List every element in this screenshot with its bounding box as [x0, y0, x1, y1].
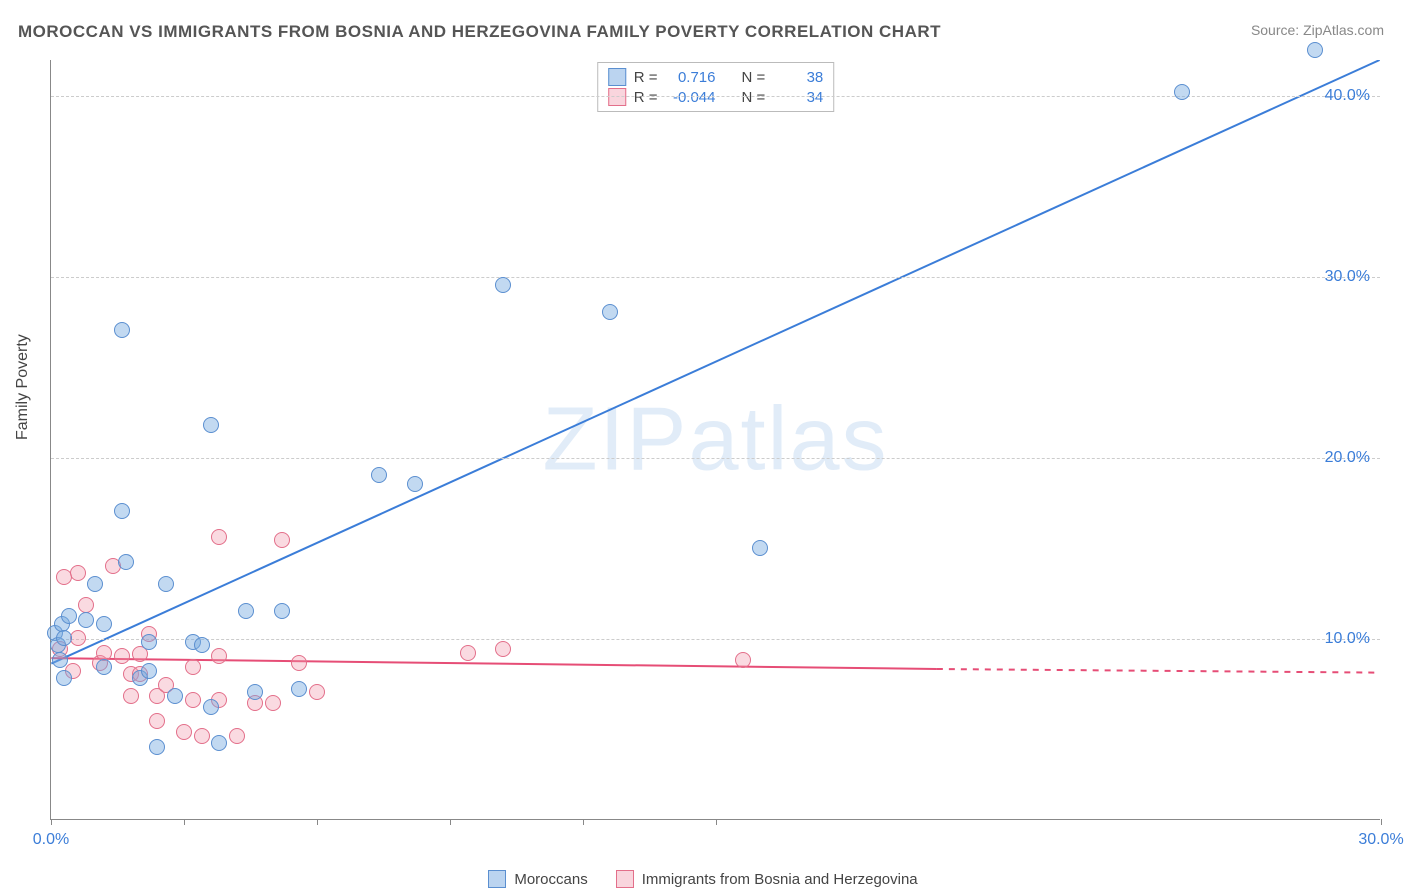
swatch-blue-icon [488, 870, 506, 888]
data-point-blue [407, 476, 423, 492]
x-tick [716, 819, 717, 825]
data-point-pink [194, 728, 210, 744]
data-point-blue [1174, 84, 1190, 100]
data-point-blue [118, 554, 134, 570]
data-point-blue [96, 659, 112, 675]
data-point-pink [495, 641, 511, 657]
stats-r-blue: 0.716 [666, 69, 716, 86]
data-point-pink [460, 645, 476, 661]
swatch-pink-icon [616, 870, 634, 888]
data-point-blue [291, 681, 307, 697]
data-point-pink [274, 532, 290, 548]
data-point-pink [70, 565, 86, 581]
data-point-blue [78, 612, 94, 628]
data-point-blue [274, 603, 290, 619]
data-point-blue [96, 616, 112, 632]
data-point-blue [238, 603, 254, 619]
data-point-blue [52, 652, 68, 668]
x-tick [583, 819, 584, 825]
y-tick-label: 10.0% [1325, 630, 1370, 648]
x-tick [1381, 819, 1382, 825]
data-point-blue [752, 540, 768, 556]
data-point-blue [1307, 42, 1323, 58]
legend-item-blue: Moroccans [488, 870, 587, 888]
y-tick-label: 40.0% [1325, 87, 1370, 105]
data-point-blue [114, 503, 130, 519]
data-point-blue [114, 322, 130, 338]
data-point-blue [158, 576, 174, 592]
x-tick [450, 819, 451, 825]
gridline [51, 458, 1380, 459]
data-point-blue [495, 277, 511, 293]
data-point-pink [229, 728, 245, 744]
stats-row-blue: R = 0.716 N = 38 [608, 67, 824, 87]
stats-n-blue: 38 [773, 69, 823, 86]
data-point-pink [291, 655, 307, 671]
watermark: ZIPatlas [542, 388, 888, 491]
gridline [51, 639, 1380, 640]
data-point-pink [185, 692, 201, 708]
data-point-pink [114, 648, 130, 664]
data-point-blue [87, 576, 103, 592]
x-tick [51, 819, 52, 825]
data-point-pink [211, 648, 227, 664]
gridline [51, 277, 1380, 278]
data-point-pink [185, 659, 201, 675]
y-axis-title: Family Poverty [14, 334, 32, 440]
data-point-pink [176, 724, 192, 740]
stats-r-label: R = [634, 69, 658, 86]
legend-label-pink: Immigrants from Bosnia and Herzegovina [642, 871, 918, 888]
data-point-pink [265, 695, 281, 711]
chart-title: MOROCCAN VS IMMIGRANTS FROM BOSNIA AND H… [18, 22, 941, 42]
data-point-pink [211, 529, 227, 545]
data-point-blue [149, 739, 165, 755]
data-point-blue [203, 699, 219, 715]
data-point-blue [247, 684, 263, 700]
data-point-blue [194, 637, 210, 653]
data-point-pink [149, 713, 165, 729]
data-point-blue [141, 634, 157, 650]
data-point-blue [211, 735, 227, 751]
x-tick [184, 819, 185, 825]
data-point-blue [61, 608, 77, 624]
data-point-blue [602, 304, 618, 320]
stats-box: R = 0.716 N = 38 R = -0.044 N = 34 [597, 62, 835, 112]
x-tick-label: 30.0% [1358, 831, 1403, 849]
data-point-blue [56, 670, 72, 686]
y-tick-label: 30.0% [1325, 268, 1370, 286]
y-tick-label: 20.0% [1325, 449, 1370, 467]
legend-item-pink: Immigrants from Bosnia and Herzegovina [616, 870, 918, 888]
plot-area: ZIPatlas R = 0.716 N = 38 R = -0.044 N =… [50, 60, 1380, 820]
data-point-pink [309, 684, 325, 700]
legend-label-blue: Moroccans [514, 871, 587, 888]
data-point-blue [56, 630, 72, 646]
data-point-blue [203, 417, 219, 433]
stats-n-label: N = [742, 69, 766, 86]
data-point-pink [123, 688, 139, 704]
data-point-blue [141, 663, 157, 679]
source-label: Source: ZipAtlas.com [1251, 22, 1384, 38]
data-point-pink [735, 652, 751, 668]
x-tick [317, 819, 318, 825]
data-point-blue [371, 467, 387, 483]
data-point-blue [167, 688, 183, 704]
swatch-blue-icon [608, 68, 626, 86]
legend-bottom: Moroccans Immigrants from Bosnia and Her… [0, 870, 1406, 888]
x-tick-label: 0.0% [33, 831, 69, 849]
